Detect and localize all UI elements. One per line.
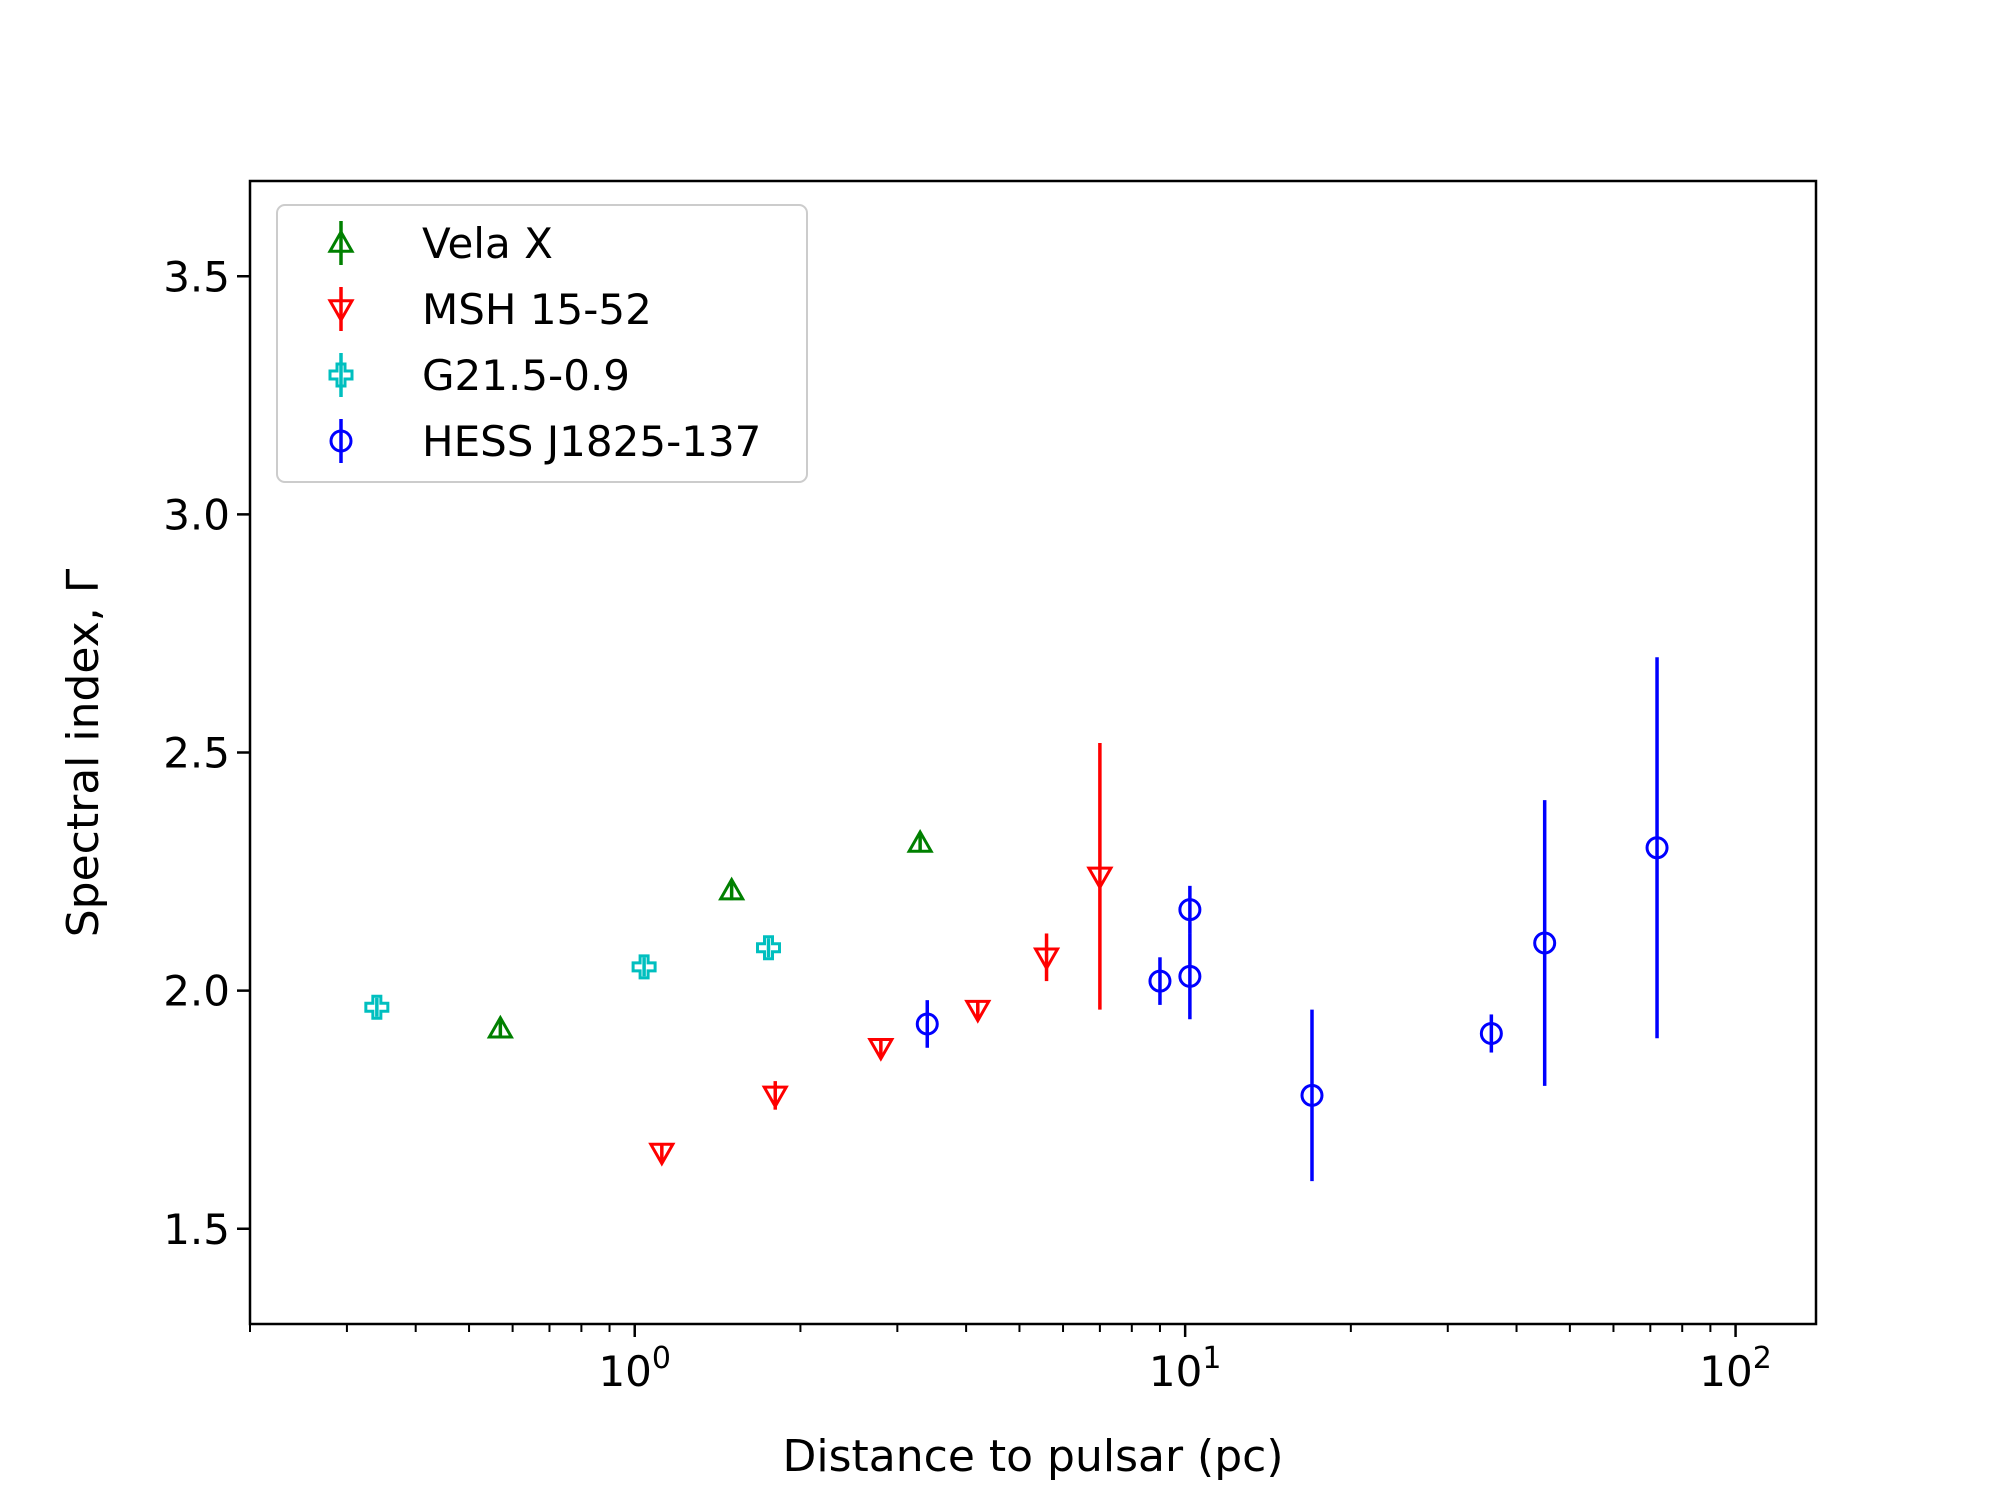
legend-label-3: HESS J1825-137 — [422, 417, 761, 466]
x-tick-exponent-1: 1 — [1202, 1341, 1221, 1376]
x-axis-label: Distance to pulsar (pc) — [783, 1431, 1284, 1482]
legend-marker-3 — [329, 429, 353, 453]
x-tick-base-2: 10 — [1699, 1347, 1752, 1396]
y-tick-label-4: 3.5 — [163, 252, 230, 301]
data-point-3-2 — [1178, 964, 1202, 988]
data-layer — [364, 657, 1669, 1182]
data-point-3-5 — [1479, 1021, 1503, 1045]
data-point-1-4 — [1032, 947, 1061, 972]
x-tick-base-0: 10 — [598, 1347, 651, 1396]
y-axis-label: Spectral index, Γ — [58, 568, 109, 937]
data-point-1-3 — [964, 999, 992, 1024]
data-point-1-1 — [761, 1085, 789, 1110]
y-tick-label-0: 1.5 — [163, 1205, 230, 1254]
legend-label-2: G21.5-0.9 — [422, 351, 630, 400]
data-point-0-1 — [718, 876, 746, 901]
data-point-2-1 — [631, 954, 657, 980]
legend-marker-0 — [327, 228, 355, 253]
data-point-2-0 — [364, 994, 390, 1020]
x-tick-label-2: 102 — [1699, 1341, 1772, 1396]
legend-label-0: Vela X — [422, 219, 553, 268]
legend-marker-1 — [327, 299, 355, 324]
data-point-1-5 — [1086, 866, 1114, 891]
series-3 — [915, 657, 1669, 1182]
data-point-3-1 — [1148, 969, 1172, 993]
data-point-3-6 — [1533, 931, 1557, 955]
legend-label-1: MSH 15-52 — [422, 285, 652, 334]
data-point-3-4 — [1300, 1083, 1324, 1107]
series-0 — [486, 828, 934, 1039]
data-point-1-2 — [867, 1038, 895, 1062]
y-tick-label-3: 3.0 — [163, 490, 230, 539]
data-point-1-0 — [648, 1142, 676, 1167]
x-tick-base-1: 10 — [1149, 1347, 1202, 1396]
x-tick-label-1: 101 — [1149, 1341, 1222, 1396]
legend-marker-2 — [328, 362, 354, 388]
data-point-3-7 — [1645, 836, 1669, 860]
data-point-2-2 — [756, 935, 782, 961]
data-point-3-0 — [915, 1012, 939, 1036]
data-point-0-2 — [906, 828, 934, 853]
y-tick-label-2: 2.5 — [163, 729, 230, 778]
plot-frame — [248, 179, 1818, 1326]
y-tick-label-1: 2.0 — [163, 967, 230, 1016]
data-point-0-0 — [486, 1014, 514, 1039]
series-1 — [648, 742, 1114, 1167]
x-tick-exponent-0: 0 — [652, 1341, 671, 1376]
x-tick-label-0: 100 — [598, 1341, 671, 1396]
data-point-3-3 — [1178, 898, 1202, 922]
legend-box — [276, 204, 808, 483]
x-tick-exponent-2: 2 — [1753, 1341, 1772, 1376]
series-2 — [364, 935, 782, 1020]
legend: Vela X MSH 15-52 G21.5-0.9 HESS J1825-137 — [276, 204, 808, 483]
